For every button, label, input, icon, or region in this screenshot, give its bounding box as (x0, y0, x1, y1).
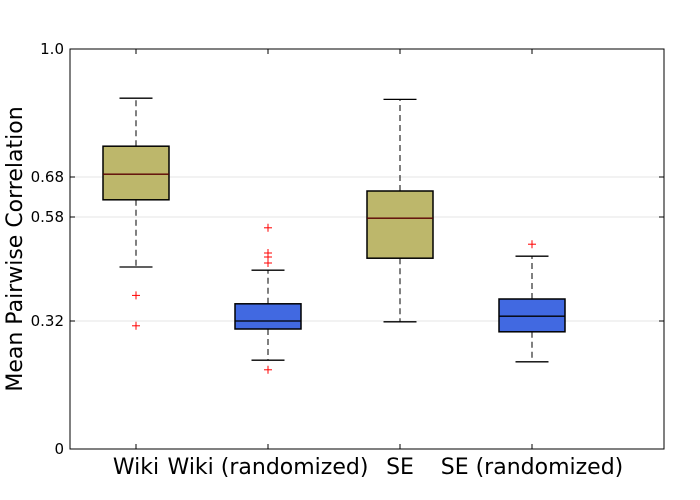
box (234, 303, 302, 330)
x-category-label: Wiki (randomized) (168, 455, 369, 480)
y-tick-label: 1.0 (40, 40, 64, 58)
y-tick-label: 0.68 (31, 168, 64, 186)
x-category-label: SE (386, 455, 414, 480)
outlier-marker (264, 259, 272, 267)
outlier-marker (132, 291, 140, 300)
y-tick-label: 0 (54, 440, 64, 458)
box-group (366, 98, 434, 323)
outlier-marker (264, 223, 272, 232)
box-group (234, 223, 302, 374)
y-axis-title: Mean Pairwise Correlation (3, 106, 28, 391)
box (366, 190, 434, 259)
outlier-marker (528, 240, 536, 249)
box-group (102, 97, 170, 330)
outlier-marker (264, 365, 272, 374)
box (498, 298, 566, 333)
x-labels: Wiki Wiki (randomized) SE SE (randomized) (113, 49, 623, 480)
x-category-label: SE (randomized) (441, 455, 624, 480)
plot-frame (69, 48, 665, 450)
outlier-marker (132, 321, 140, 330)
x-category-label: Wiki (113, 455, 159, 480)
boxes (102, 97, 566, 374)
box-group (498, 240, 566, 363)
y-ticks: 0 0.32 0.58 0.68 1.0 (31, 40, 664, 458)
box (102, 145, 170, 201)
y-tick-label: 0.32 (31, 312, 64, 330)
y-tick-label: 0.58 (31, 208, 64, 226)
